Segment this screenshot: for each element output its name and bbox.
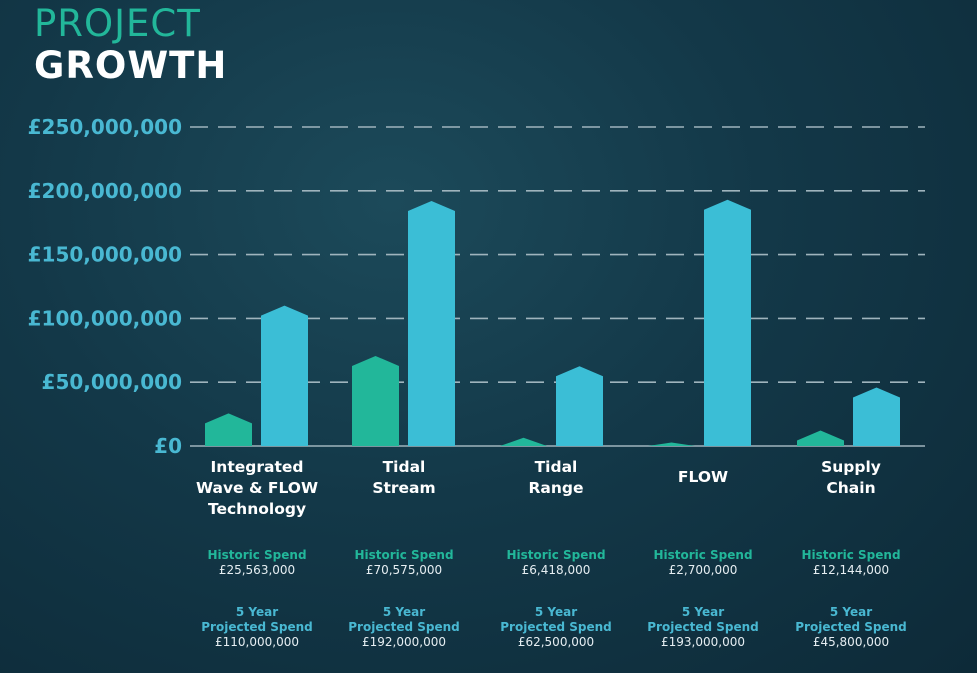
- projected-spend-label: 5 Year Projected Spend: [348, 605, 460, 634]
- historic-spend-label: Historic Spend: [801, 548, 901, 562]
- category-label: FLOW: [677, 468, 729, 486]
- projected-spend-value: £110,000,000: [215, 635, 299, 649]
- historic-spend-bar: [648, 442, 695, 446]
- historic-spend-label: Historic Spend: [354, 548, 454, 562]
- projected-spend-value: £45,800,000: [812, 635, 890, 649]
- category-label: Integrated Wave & FLOW Technology: [195, 458, 319, 518]
- historic-spend-bar: [500, 437, 547, 446]
- y-tick-label: £100,000,000: [28, 306, 182, 330]
- category-label: Tidal Range: [528, 458, 584, 497]
- historic-spend-bar: [352, 355, 399, 446]
- projected-spend-annotation: 5 Year Projected Spend £193,000,000: [628, 605, 778, 650]
- historic-spend-value: £2,700,000: [668, 563, 738, 577]
- y-tick-label: £250,000,000: [28, 115, 182, 139]
- historic-spend-annotation: Historic Spend £6,418,000: [481, 548, 631, 578]
- historic-spend-label: Historic Spend: [506, 548, 606, 562]
- projected-spend-label: 5 Year Projected Spend: [201, 605, 313, 634]
- projected-spend-value: £193,000,000: [661, 635, 745, 649]
- y-tick-label: £50,000,000: [42, 370, 182, 394]
- historic-spend-label: Historic Spend: [207, 548, 307, 562]
- historic-spend-bar: [205, 413, 252, 446]
- projected-spend-bar: [261, 305, 308, 446]
- projected-spend-value: £192,000,000: [362, 635, 446, 649]
- historic-spend-value: £25,563,000: [218, 563, 296, 577]
- y-tick-label: £200,000,000: [28, 179, 182, 203]
- historic-spend-annotation: Historic Spend £25,563,000: [182, 548, 332, 578]
- projected-spend-annotation: 5 Year Projected Spend £110,000,000: [182, 605, 332, 650]
- projected-spend-annotation: 5 Year Projected Spend £192,000,000: [329, 605, 479, 650]
- projected-spend-bar: [556, 366, 603, 446]
- historic-spend-label: Historic Spend: [653, 548, 753, 562]
- projected-spend-label: 5 Year Projected Spend: [795, 605, 907, 634]
- y-tick-label: £0: [154, 434, 182, 458]
- projected-spend-annotation: 5 Year Projected Spend £45,800,000: [776, 605, 926, 650]
- historic-spend-annotation: Historic Spend £2,700,000: [628, 548, 778, 578]
- category-label: Tidal Stream: [372, 458, 436, 497]
- projected-spend-label: 5 Year Projected Spend: [647, 605, 759, 634]
- projected-spend-bar: [408, 201, 455, 446]
- category-label: Supply Chain: [821, 458, 881, 497]
- projected-spend-annotation: 5 Year Projected Spend £62,500,000: [481, 605, 631, 650]
- historic-spend-annotation: Historic Spend £12,144,000: [776, 548, 926, 578]
- chart-title-line2: GROWTH: [34, 44, 228, 87]
- chart-title-line1: PROJECT: [34, 2, 201, 45]
- projected-spend-bar: [704, 199, 751, 446]
- projected-spend-bar: [853, 387, 900, 446]
- historic-spend-value: £70,575,000: [365, 563, 443, 577]
- historic-spend-value: £12,144,000: [812, 563, 890, 577]
- projected-spend-label: 5 Year Projected Spend: [500, 605, 612, 634]
- historic-spend-value: £6,418,000: [521, 563, 591, 577]
- historic-spend-bar: [797, 430, 844, 446]
- y-tick-label: £150,000,000: [28, 243, 182, 267]
- historic-spend-annotation: Historic Spend £70,575,000: [329, 548, 479, 578]
- projected-spend-value: £62,500,000: [517, 635, 595, 649]
